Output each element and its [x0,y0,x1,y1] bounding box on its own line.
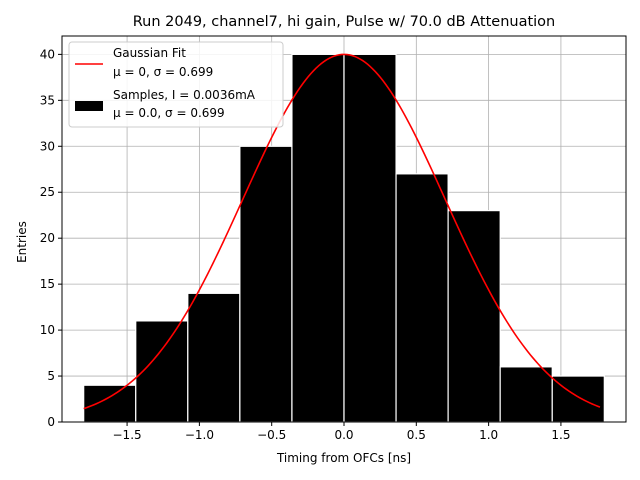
histogram-bar [187,292,241,423]
x-axis-ticks: −1.5 −1.0 −0.5 0.0 0.5 1.0 1.5 [113,422,570,442]
x-tick-label: −1.0 [185,428,214,442]
y-tick-label: 20 [40,231,55,245]
gaussian-fit-curve [83,53,601,410]
fit-curve-group [83,53,601,410]
histogram-bar [343,53,397,423]
y-axis-ticks: 0 5 10 15 20 25 30 35 40 [40,47,62,429]
x-tick-label: 1.0 [479,428,498,442]
legend-samples-swatch [75,101,103,111]
y-axis-label: Entries [15,221,29,263]
x-tick-label: −0.5 [257,428,286,442]
histogram-bar [83,384,137,423]
histogram-bar [239,145,293,423]
histogram-bars [83,53,605,423]
histogram-bar [551,375,605,423]
y-tick-label: 10 [40,323,55,337]
legend-samples-sublabel: μ = 0.0, σ = 0.699 [113,106,225,120]
x-tick-label: −1.5 [113,428,142,442]
histogram-bar [447,210,501,423]
legend-fit-label: Gaussian Fit [113,46,186,60]
x-axis-label: Timing from OFCs [ns] [276,451,411,465]
y-tick-label: 40 [40,47,55,61]
x-tick-label: 1.5 [551,428,570,442]
y-tick-label: 30 [40,139,55,153]
legend-samples-label: Samples, I = 0.0036mA [113,88,256,102]
legend: Gaussian Fit μ = 0, σ = 0.699 Samples, I… [68,41,284,128]
histogram-bar [395,173,449,423]
y-tick-label: 15 [40,277,55,291]
x-tick-label: 0.0 [334,428,353,442]
x-tick-label: 0.5 [407,428,426,442]
histogram-bar [291,53,345,423]
y-tick-label: 5 [47,369,55,383]
y-tick-label: 25 [40,185,55,199]
legend-fit-sublabel: μ = 0, σ = 0.699 [113,65,213,79]
legend-box [68,41,284,128]
y-tick-label: 0 [47,415,55,429]
y-tick-label: 35 [40,93,55,107]
chart-title: Run 2049, channel7, hi gain, Pulse w/ 70… [133,14,556,30]
histogram-bar [499,366,553,423]
